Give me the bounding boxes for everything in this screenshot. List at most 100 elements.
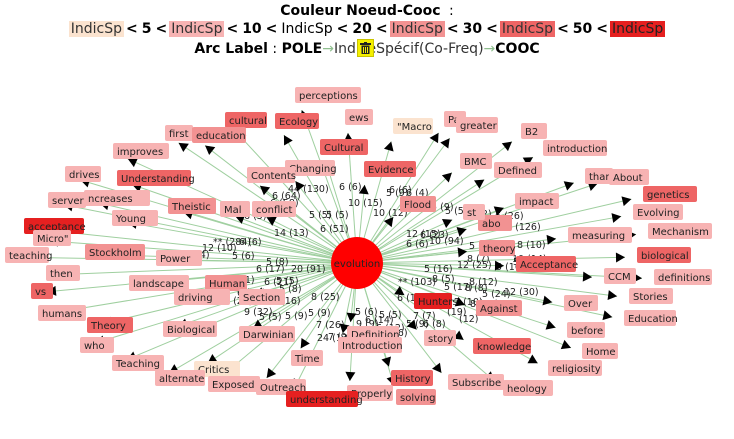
graph-node[interactable]: introduction [543, 140, 607, 156]
node-box[interactable] [643, 186, 697, 202]
node-box[interactable] [252, 201, 296, 217]
graph-node[interactable]: measuring [568, 227, 632, 243]
graph-node[interactable]: History [391, 370, 433, 386]
node-box[interactable] [582, 343, 618, 359]
node-box[interactable] [543, 140, 607, 156]
node-box[interactable] [400, 196, 436, 212]
node-box[interactable] [247, 167, 295, 183]
node-box[interactable] [194, 361, 240, 377]
node-box[interactable] [414, 293, 452, 309]
graph-node[interactable]: ews [345, 109, 373, 125]
graph-node[interactable]: first [165, 125, 193, 141]
graph-node[interactable]: heology [503, 380, 553, 396]
graph-node[interactable]: Over [564, 295, 598, 311]
node-box[interactable] [112, 355, 164, 371]
graph-node[interactable]: drives [65, 166, 101, 182]
node-box[interactable] [391, 370, 433, 386]
node-box[interactable] [117, 170, 191, 186]
node-box[interactable] [239, 326, 295, 342]
graph-node[interactable]: Biological [163, 321, 217, 337]
graph-node[interactable]: Subscribe [448, 374, 504, 390]
graph-node[interactable]: knowledge [473, 338, 531, 354]
graph-node[interactable]: Hunters [414, 293, 458, 309]
graph-node[interactable]: definitions [654, 269, 712, 285]
node-box[interactable] [163, 321, 217, 337]
graph-node[interactable]: Theistic [168, 198, 216, 214]
node-box[interactable] [521, 123, 547, 139]
node-box[interactable] [568, 227, 632, 243]
graph-node[interactable]: driving [174, 289, 230, 305]
graph-node[interactable]: genetics [643, 186, 697, 202]
graph-node[interactable]: Human [205, 275, 247, 291]
trash-button[interactable] [357, 39, 374, 57]
node-box[interactable] [286, 391, 358, 407]
center-node[interactable]: evolution [331, 237, 383, 289]
node-box[interactable] [168, 198, 216, 214]
node-box[interactable] [633, 204, 683, 220]
node-box[interactable] [80, 337, 114, 353]
graph-node[interactable]: Evolving [633, 204, 683, 220]
graph-node[interactable]: then [46, 265, 80, 281]
graph-node[interactable]: Time [291, 350, 323, 366]
node-box[interactable] [38, 305, 86, 321]
graph-node[interactable]: abo [478, 215, 512, 231]
node-box[interactable] [192, 127, 246, 143]
graph-node[interactable]: biological [637, 247, 691, 263]
node-box[interactable] [33, 230, 71, 246]
node-box[interactable] [567, 322, 605, 338]
graph-node[interactable]: greater [456, 117, 498, 133]
graph-node[interactable]: CCM [604, 268, 636, 284]
graph-node[interactable]: Micro" [33, 230, 71, 246]
node-box[interactable] [478, 215, 512, 231]
node-box[interactable] [424, 330, 456, 346]
node-box[interactable] [503, 380, 553, 396]
node-box[interactable] [624, 310, 676, 326]
graph-node[interactable]: alternate [155, 370, 205, 386]
graph-node[interactable]: religiosity [548, 360, 602, 376]
node-box[interactable] [84, 190, 150, 206]
node-box[interactable] [364, 161, 416, 177]
graph-node[interactable]: Theory [87, 317, 133, 333]
node-box[interactable] [5, 247, 49, 263]
node-box[interactable] [564, 295, 598, 311]
graph-node[interactable]: conflict [252, 201, 296, 217]
graph-node[interactable]: Ecology [275, 113, 319, 129]
graph-node[interactable]: who [80, 337, 114, 353]
graph-node[interactable]: perceptions [295, 87, 361, 103]
graph-node[interactable]: Stories [629, 288, 673, 304]
node-box[interactable] [65, 166, 101, 182]
graph-node[interactable]: education [192, 127, 246, 143]
node-box[interactable] [320, 139, 368, 155]
graph-node[interactable]: Home [582, 343, 618, 359]
node-box[interactable] [548, 360, 602, 376]
graph-node[interactable]: "Macro [393, 118, 433, 134]
node-box[interactable] [637, 247, 691, 263]
node-box[interactable] [87, 317, 133, 333]
graph-node[interactable]: Exposed [208, 376, 260, 392]
graph-node[interactable]: Teaching [112, 355, 164, 371]
graph-node[interactable]: About [609, 169, 649, 185]
node-box[interactable] [473, 338, 531, 354]
graph-node[interactable]: Defined [494, 162, 542, 178]
node-box[interactable] [156, 250, 202, 266]
graph-node[interactable]: Against [476, 300, 522, 316]
graph-node[interactable]: before [567, 322, 605, 338]
graph-node[interactable]: Young [112, 210, 158, 226]
graph-node[interactable]: Power [156, 250, 202, 266]
node-box[interactable] [648, 223, 712, 239]
node-box[interactable] [48, 192, 86, 208]
graph-node[interactable]: Darwinian [239, 326, 295, 342]
graph-node[interactable]: BMC [460, 153, 492, 169]
graph-node[interactable]: Education [624, 310, 678, 326]
node-box[interactable] [129, 275, 189, 291]
node-box[interactable] [220, 201, 250, 217]
node-box[interactable] [396, 389, 436, 405]
graph-node[interactable]: Mal [220, 201, 250, 217]
graph-node[interactable]: server [48, 192, 86, 208]
graph-node[interactable]: Critics [194, 361, 240, 377]
node-box[interactable] [460, 153, 492, 169]
node-box[interactable] [479, 240, 515, 256]
node-box[interactable] [225, 112, 267, 128]
graph-node[interactable]: st [463, 204, 485, 220]
node-box[interactable] [174, 289, 230, 305]
